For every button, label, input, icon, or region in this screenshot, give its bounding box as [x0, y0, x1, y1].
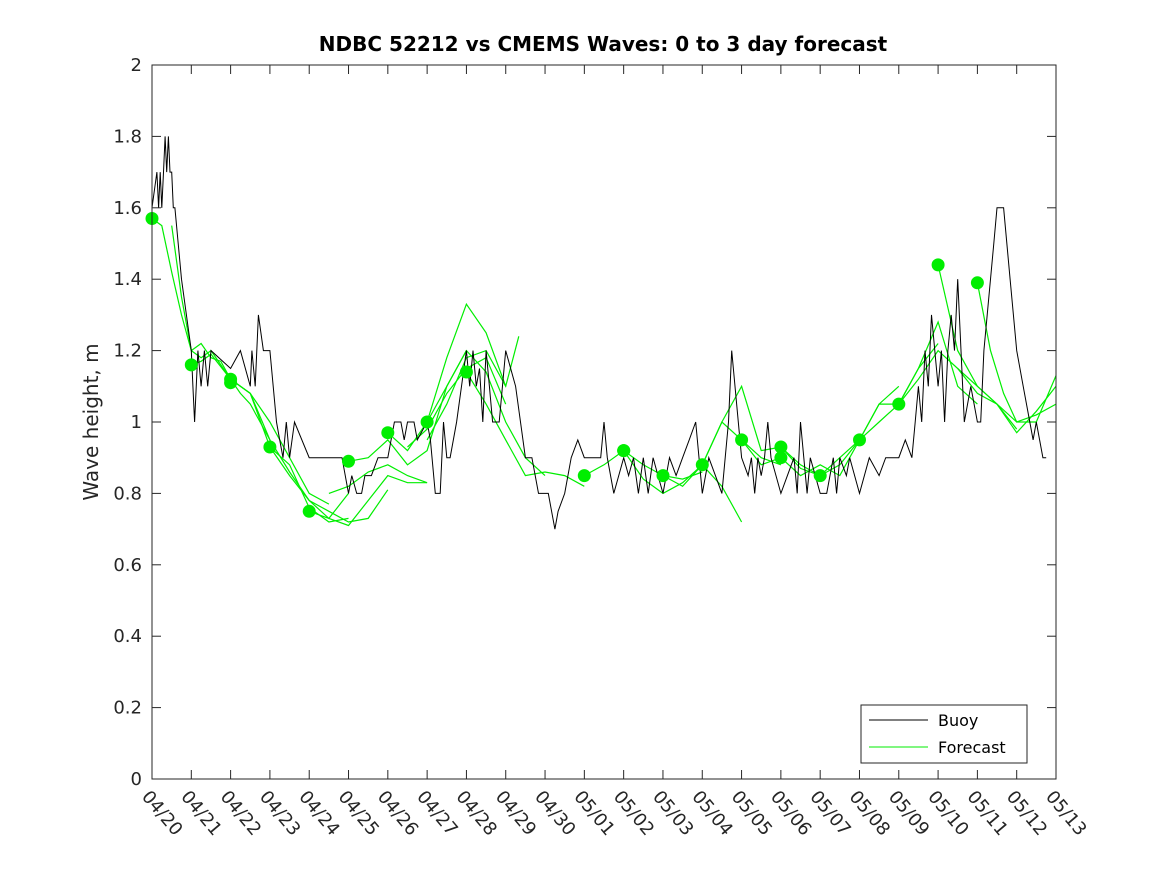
forecast-line-16: [701, 384, 821, 477]
x-tick-label: 05/06: [766, 787, 815, 840]
forecast-start-marker: [853, 433, 866, 447]
forecast-line-24: [957, 368, 1057, 434]
x-tick-label: 04/24: [294, 787, 343, 840]
x-tick-label: 04/22: [216, 787, 265, 840]
y-tick-label: 0.8: [113, 483, 142, 504]
x-tick-label: 04/26: [373, 787, 422, 840]
forecast-start-marker: [577, 469, 591, 483]
y-tick-label: 0.6: [113, 555, 142, 576]
forecast-line-0: [151, 218, 271, 441]
forecast-line-23: [976, 282, 1057, 423]
x-tick-label: 04/27: [412, 787, 461, 840]
chart-title: NDBC 52212 vs CMEMS Waves: 0 to 3 day fo…: [319, 32, 888, 56]
forecast-start-marker: [970, 276, 984, 290]
y-tick-label: 1.8: [113, 126, 142, 147]
forecast-line-5: [308, 474, 428, 527]
forecast-start-marker: [263, 440, 277, 454]
forecast-line-11: [407, 356, 507, 448]
forecast-start-marker: [931, 258, 945, 272]
forecast-line-12: [465, 371, 585, 487]
forecast-start-marker: [695, 458, 709, 472]
forecast-start-marker: [420, 415, 434, 429]
x-tick-label: 04/30: [530, 787, 579, 840]
forecast-line-4: [269, 446, 389, 523]
forecast-start-marker: [459, 365, 473, 379]
x-tick-label: 05/01: [569, 787, 618, 840]
y-tick-label: 1.2: [113, 341, 142, 362]
y-tick-label: 1: [131, 412, 142, 433]
forecast-start-marker: [342, 454, 355, 468]
x-tick-label: 05/05: [727, 787, 776, 840]
forecast-start-marker: [735, 433, 749, 447]
forecast-start-marker: [184, 358, 198, 372]
y-tick-label: 2: [131, 55, 142, 76]
x-tick-label: 05/08: [845, 787, 894, 840]
forecast-line-22: [937, 264, 1057, 423]
forecast-line-7: [348, 350, 467, 466]
x-tick-label: 04/28: [452, 787, 501, 840]
forecast-line-2: [191, 353, 349, 523]
forecast-start-marker: [302, 504, 316, 518]
x-tick-label: 04/20: [137, 787, 186, 840]
y-tick-label: 0: [131, 769, 142, 790]
forecast-start-marker: [656, 469, 670, 483]
x-tick-label: 05/13: [1041, 787, 1090, 840]
forecast-line-6: [328, 464, 428, 494]
legend-label-forecast: Forecast: [938, 738, 1006, 757]
x-tick-label: 05/03: [648, 787, 697, 840]
forecast-start-marker: [224, 376, 238, 390]
y-tick-label: 0.4: [113, 626, 142, 647]
forecast-start-marker: [381, 426, 395, 440]
forecast-line-9: [426, 349, 546, 477]
x-tick-label: 05/11: [963, 787, 1012, 840]
x-tick-label: 04/29: [491, 787, 540, 840]
x-tick-label: 04/21: [176, 787, 225, 840]
forecast-line-15: [662, 421, 782, 488]
y-tick-label: 1.4: [113, 269, 142, 290]
forecast-start-marker: [813, 469, 827, 483]
legend-label-buoy: Buoy: [938, 711, 978, 730]
forecast-start-marker: [774, 451, 788, 465]
legend-box: [860, 704, 1028, 764]
x-tick-label: 05/07: [805, 787, 854, 840]
x-tick-label: 04/25: [334, 787, 383, 840]
forecast-start-marker: [617, 444, 631, 458]
forecast-line-21: [898, 349, 1018, 430]
x-tick-label: 05/12: [1002, 787, 1051, 840]
forecast-line-20: [859, 320, 978, 441]
x-tick-label: 05/02: [609, 787, 658, 840]
forecast-line-8: [387, 302, 507, 452]
forecast-line-3: [230, 378, 349, 520]
y-tick-label: 1.6: [113, 198, 142, 219]
forecast-line-17: [741, 439, 861, 477]
x-tick-label: 05/04: [687, 787, 736, 840]
legend: Buoy Forecast: [860, 704, 1028, 764]
x-tick-label: 05/09: [884, 787, 933, 840]
x-tick-label: 05/10: [923, 787, 972, 840]
forecast-line-14: [623, 450, 743, 523]
plot-area: [145, 136, 1057, 530]
x-tick-label: 04/23: [255, 787, 304, 840]
y-axis-label: Wave height, m: [79, 343, 103, 500]
forecast-line-10: [426, 336, 520, 441]
buoy-line: [151, 136, 1047, 530]
forecast-line-13: [584, 449, 703, 480]
forecast-start-marker: [774, 440, 788, 454]
y-tick-label: 0.2: [113, 698, 142, 719]
forecast-start-marker: [892, 397, 906, 411]
